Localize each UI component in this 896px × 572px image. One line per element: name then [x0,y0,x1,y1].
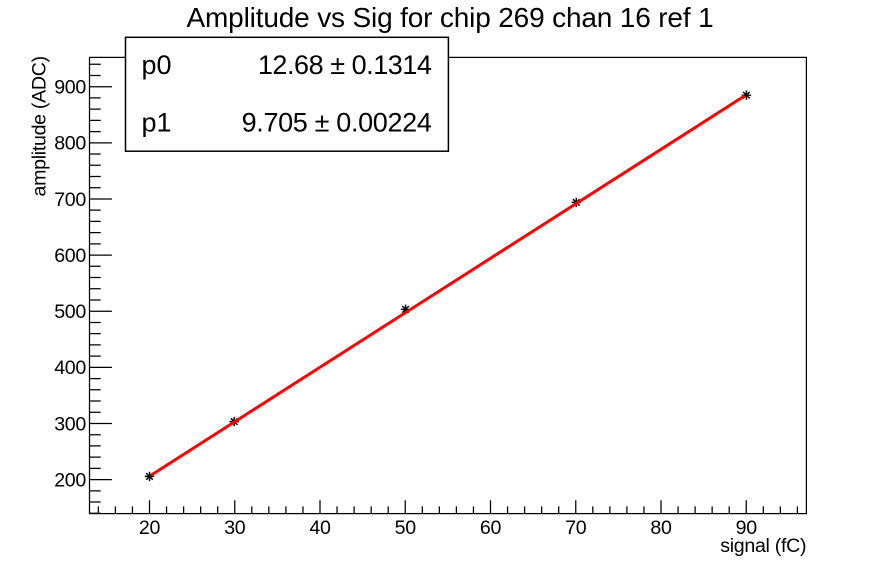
svg-text:90: 90 [736,517,758,539]
svg-text:20: 20 [139,517,161,539]
svg-text:500: 500 [54,301,86,323]
svg-text:p0: p0 [142,50,172,80]
svg-text:9.705 ± 0.00224: 9.705 ± 0.00224 [242,107,432,137]
svg-text:50: 50 [395,517,417,539]
svg-text:Amplitude vs Sig for chip 269: Amplitude vs Sig for chip 269 chan 16 re… [187,2,714,33]
svg-text:600: 600 [54,245,86,267]
svg-text:amplitude (ADC): amplitude (ADC) [28,56,50,196]
svg-text:700: 700 [54,189,86,211]
svg-text:80: 80 [650,517,672,539]
svg-text:200: 200 [54,469,86,491]
svg-text:12.68 ± 0.1314: 12.68 ± 0.1314 [258,50,432,80]
svg-text:900: 900 [54,77,86,99]
svg-text:signal (fC): signal (fC) [720,535,806,557]
svg-text:300: 300 [54,413,86,435]
svg-text:70: 70 [565,517,587,539]
svg-text:40: 40 [309,517,331,539]
svg-text:p1: p1 [142,107,172,137]
svg-text:30: 30 [224,517,246,539]
svg-text:60: 60 [480,517,502,539]
svg-text:400: 400 [54,357,86,379]
svg-text:800: 800 [54,133,86,155]
